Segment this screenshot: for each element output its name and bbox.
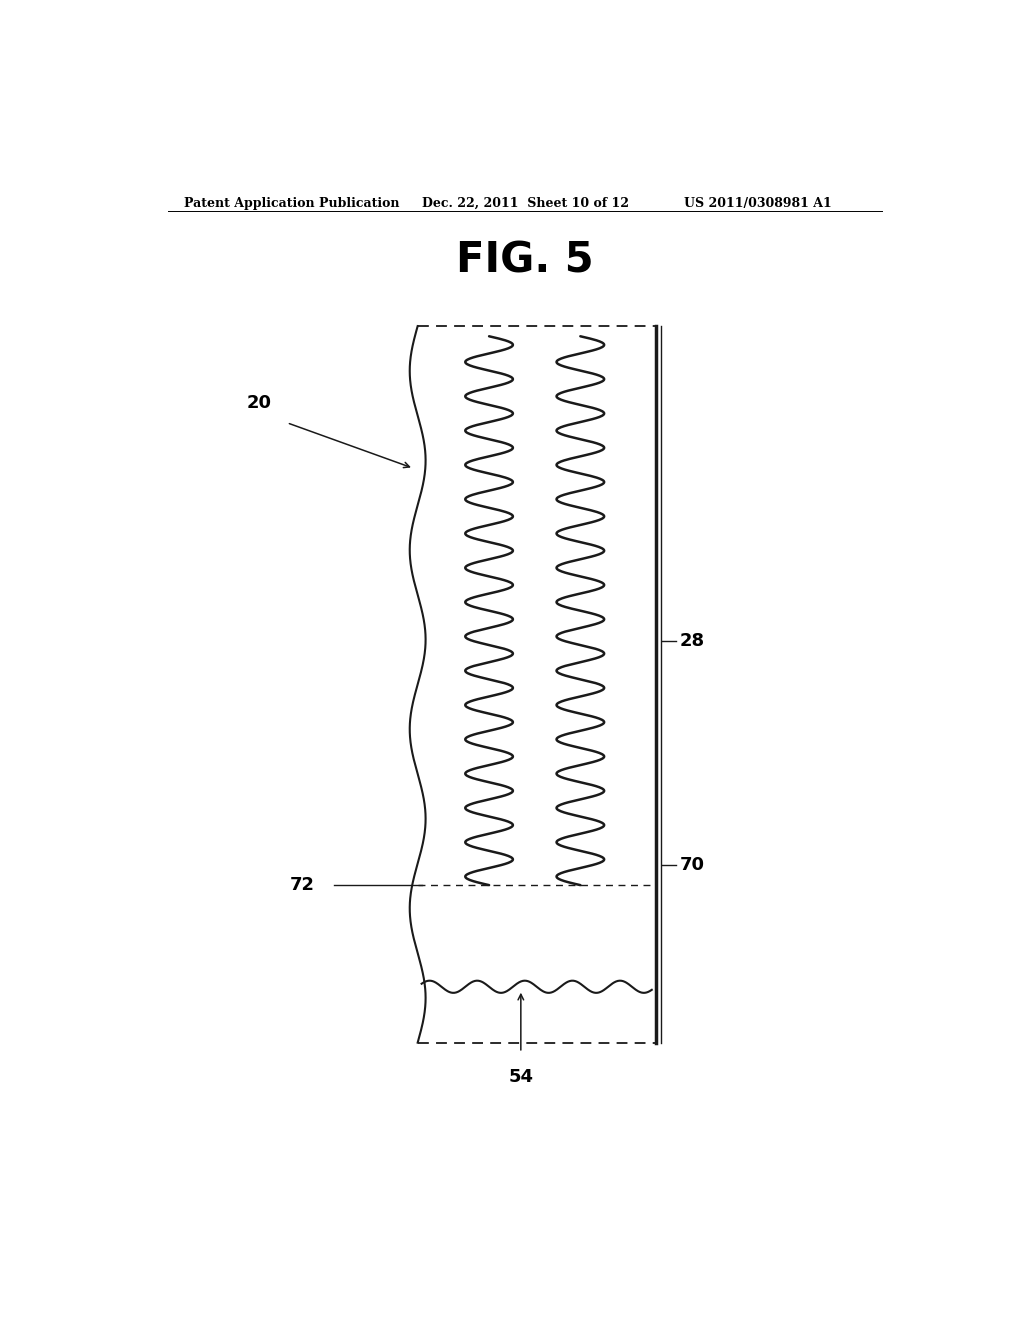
Text: 20: 20 [247, 395, 271, 412]
Text: Patent Application Publication: Patent Application Publication [183, 197, 399, 210]
Text: 72: 72 [290, 876, 314, 894]
Text: US 2011/0308981 A1: US 2011/0308981 A1 [684, 197, 831, 210]
Text: 70: 70 [680, 855, 705, 874]
Text: 28: 28 [680, 632, 705, 651]
Text: FIG. 5: FIG. 5 [456, 240, 594, 281]
Text: 54: 54 [508, 1068, 534, 1086]
Text: Dec. 22, 2011  Sheet 10 of 12: Dec. 22, 2011 Sheet 10 of 12 [422, 197, 629, 210]
